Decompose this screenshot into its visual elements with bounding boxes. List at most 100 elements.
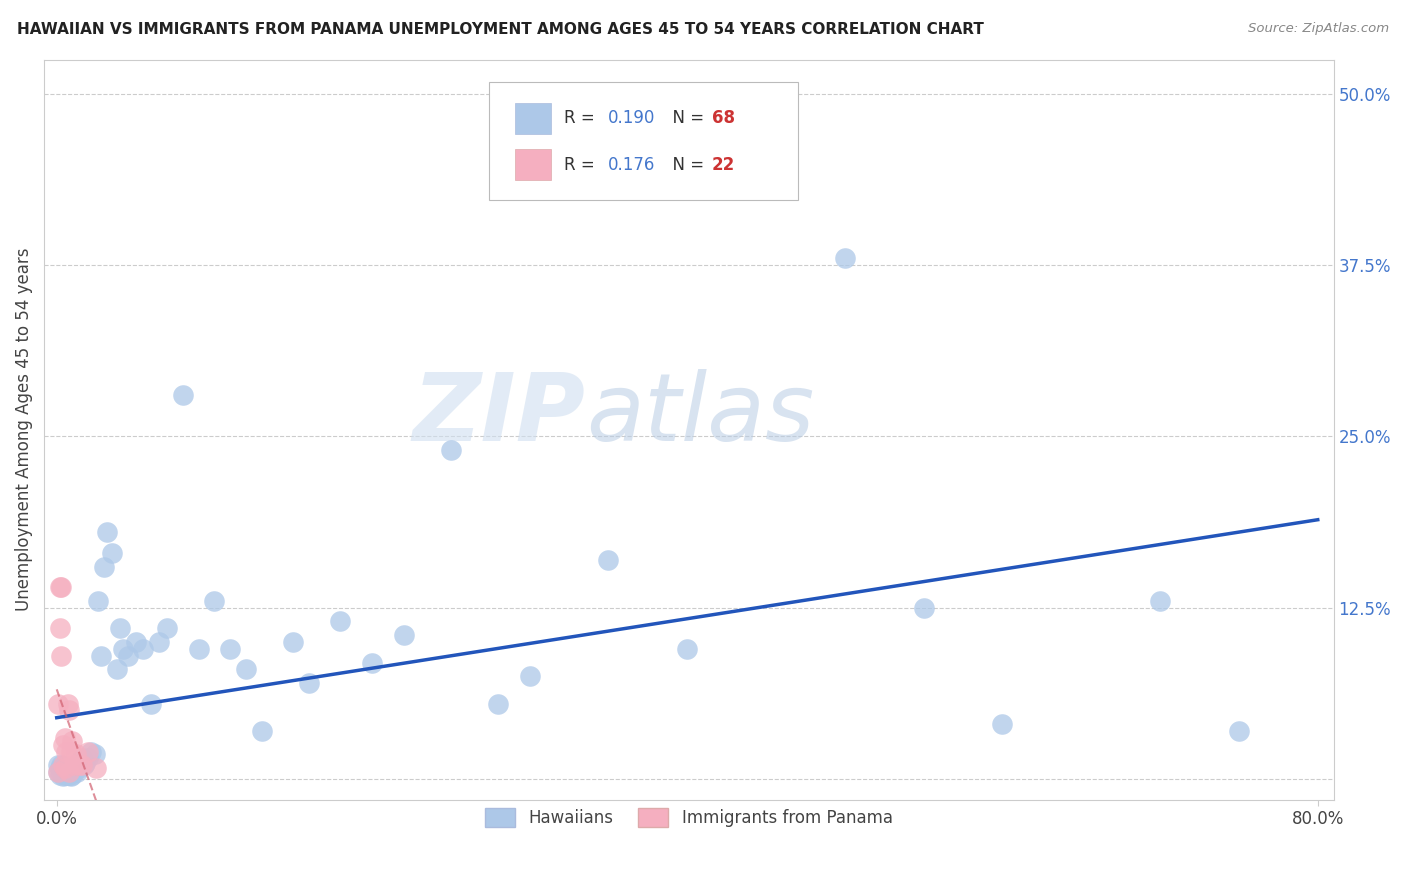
Point [84, 761, 107, 775]
Text: HAWAIIAN VS IMMIGRANTS FROM PANAMA UNEMPLOYMENT AMONG AGES 45 TO 54 YEARS CORREL: HAWAIIAN VS IMMIGRANTS FROM PANAMA UNEMP… [17, 22, 984, 37]
Point [55, 765, 77, 780]
Point [834, 252, 856, 266]
FancyBboxPatch shape [515, 149, 551, 180]
Point [101, 546, 124, 560]
Point [58, 765, 80, 780]
Point [108, 621, 131, 635]
Point [172, 388, 194, 402]
Point [49, 761, 72, 775]
Point [67, 758, 90, 772]
Point [86, 594, 108, 608]
Point [219, 641, 242, 656]
Point [59, 765, 82, 780]
Point [69, 756, 91, 770]
Text: ZIP: ZIP [413, 368, 586, 461]
Point [51, 758, 73, 772]
Point [298, 676, 321, 690]
FancyBboxPatch shape [515, 103, 551, 134]
Legend: Hawaiians, Immigrants from Panama: Hawaiians, Immigrants from Panama [477, 799, 901, 836]
Point [51, 648, 73, 663]
Point [93, 559, 115, 574]
Point [156, 621, 179, 635]
Point [77, 745, 100, 759]
Point [49, 580, 72, 594]
Point [52, 761, 75, 775]
Text: 68: 68 [711, 109, 735, 128]
Point [83, 747, 105, 762]
Point [105, 662, 128, 676]
Point [132, 641, 155, 656]
Point [62, 733, 84, 747]
Point [46, 765, 69, 780]
Point [56, 765, 79, 780]
Point [63, 758, 86, 772]
Point [46, 697, 69, 711]
Point [53, 765, 76, 780]
Point [1149, 594, 1171, 608]
Point [53, 761, 76, 775]
Point [52, 758, 75, 772]
Point [329, 615, 352, 629]
Point [361, 656, 384, 670]
Text: atlas: atlas [586, 369, 814, 460]
Point [598, 553, 620, 567]
Point [124, 635, 146, 649]
Point [1227, 724, 1250, 739]
Text: 22: 22 [711, 156, 735, 174]
Text: 0.190: 0.190 [607, 109, 655, 128]
Point [65, 747, 87, 762]
Text: R =: R = [564, 109, 600, 128]
Point [148, 635, 170, 649]
Point [187, 641, 209, 656]
Point [519, 669, 541, 683]
Point [46, 765, 69, 780]
Point [77, 751, 100, 765]
Point [80, 745, 103, 759]
Point [72, 758, 94, 772]
Text: N =: N = [662, 156, 709, 174]
Y-axis label: Unemployment Among Ages 45 to 54 years: Unemployment Among Ages 45 to 54 years [15, 248, 32, 611]
Point [676, 641, 699, 656]
Point [63, 765, 86, 780]
Point [46, 758, 69, 772]
Point [202, 594, 225, 608]
Point [49, 621, 72, 635]
Point [55, 761, 77, 775]
Point [65, 758, 87, 772]
Point [56, 768, 79, 782]
Point [52, 769, 75, 783]
Point [52, 738, 75, 752]
Text: N =: N = [662, 109, 709, 128]
Point [111, 641, 134, 656]
Point [486, 697, 509, 711]
Point [58, 703, 80, 717]
Text: R =: R = [564, 156, 600, 174]
Point [62, 761, 84, 775]
Point [62, 768, 84, 782]
Point [55, 768, 77, 782]
Point [51, 765, 73, 780]
Point [58, 761, 80, 775]
Point [392, 628, 415, 642]
Point [250, 724, 273, 739]
Point [49, 768, 72, 782]
Point [55, 745, 77, 759]
Point [283, 635, 305, 649]
Point [53, 761, 76, 775]
Point [56, 697, 79, 711]
Point [53, 768, 76, 782]
Point [991, 717, 1014, 731]
Point [67, 761, 90, 775]
Point [51, 580, 73, 594]
Point [912, 600, 935, 615]
Point [53, 731, 76, 745]
Point [70, 751, 93, 765]
FancyBboxPatch shape [489, 82, 799, 200]
Point [235, 662, 257, 676]
Point [59, 745, 82, 759]
Point [75, 756, 97, 770]
Point [117, 648, 139, 663]
Text: 0.176: 0.176 [607, 156, 655, 174]
Point [59, 769, 82, 783]
Point [58, 768, 80, 782]
